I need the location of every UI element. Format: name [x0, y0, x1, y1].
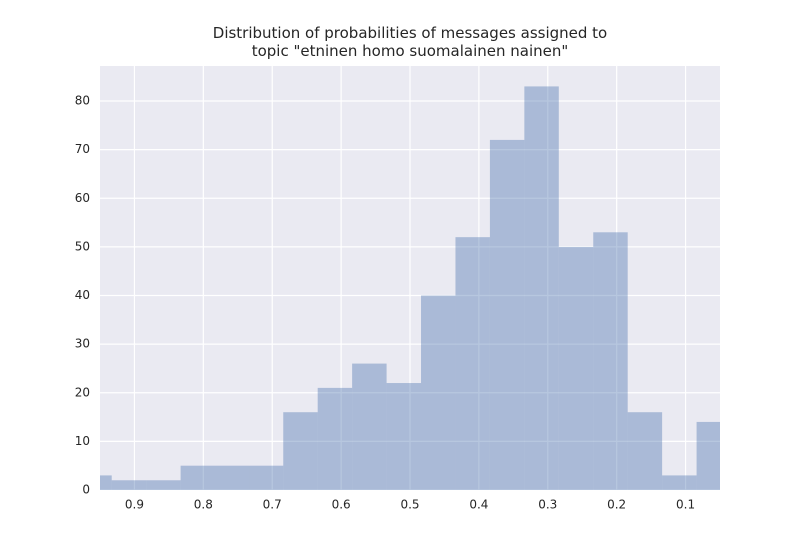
bar — [249, 465, 284, 490]
bar — [421, 295, 456, 490]
y-tick-label: 60 — [75, 191, 90, 205]
bar — [558, 246, 594, 490]
bar — [317, 387, 353, 490]
bar — [489, 139, 525, 490]
y-tick-label: 50 — [75, 239, 90, 253]
bar — [111, 480, 147, 490]
y-tick-label: 10 — [75, 434, 90, 448]
x-tick-label: 0.5 — [400, 498, 419, 512]
bar — [696, 421, 720, 490]
bar — [146, 480, 181, 490]
bar — [100, 475, 112, 490]
bar — [386, 383, 422, 490]
x-tick-label: 0.4 — [469, 498, 488, 512]
y-tick-label: 40 — [75, 288, 90, 302]
y-tick-label: 80 — [75, 94, 90, 108]
bar — [215, 465, 250, 490]
chart-title: Distribution of probabilities of message… — [212, 24, 608, 60]
x-tick-label: 0.7 — [263, 498, 282, 512]
bar — [593, 232, 628, 490]
y-tick-label: 0 — [82, 483, 90, 497]
bar — [524, 86, 559, 490]
y-tick-label: 70 — [75, 142, 90, 156]
bar — [352, 363, 387, 490]
x-tick-label: 0.8 — [194, 498, 213, 512]
bar — [180, 465, 216, 490]
y-tick-label: 20 — [75, 385, 90, 399]
bar — [283, 412, 318, 490]
x-tick-label: 0.2 — [607, 498, 626, 512]
x-tick-label: 0.9 — [125, 498, 144, 512]
bar — [662, 475, 697, 490]
bar — [455, 237, 490, 490]
x-tick-label: 0.1 — [676, 498, 695, 512]
x-tick-label: 0.6 — [332, 498, 351, 512]
x-tick-label: 0.3 — [538, 498, 557, 512]
y-tick-label: 30 — [75, 337, 90, 351]
bar — [627, 412, 663, 490]
